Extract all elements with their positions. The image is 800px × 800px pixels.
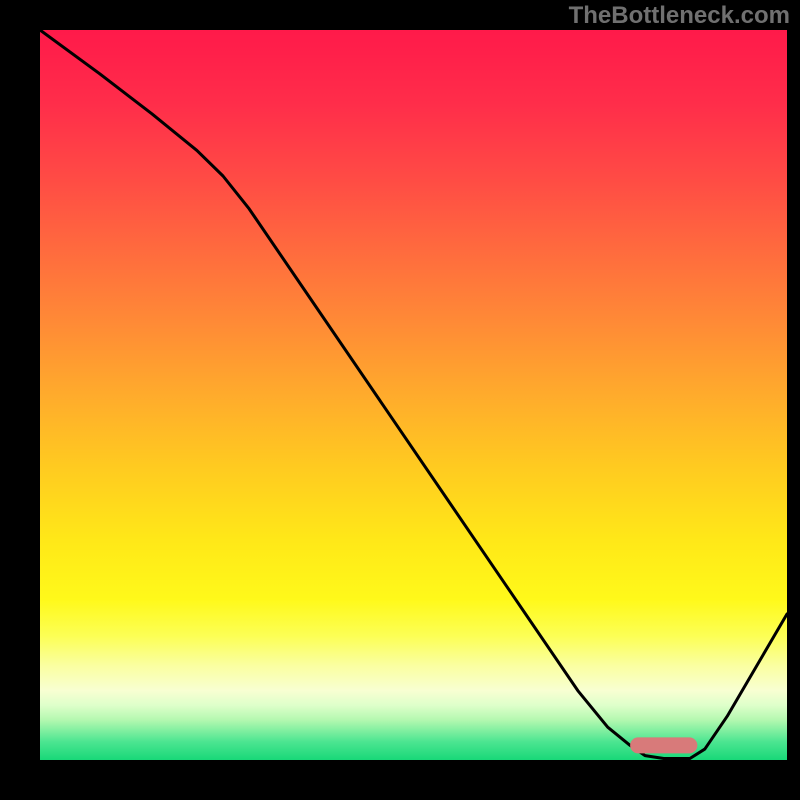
gradient-background — [40, 30, 787, 760]
chart-svg — [40, 30, 787, 760]
optimal-range-marker — [630, 737, 697, 753]
plot-area — [40, 30, 787, 760]
watermark-text: TheBottleneck.com — [569, 2, 790, 30]
chart-frame: TheBottleneck.com — [0, 0, 800, 800]
